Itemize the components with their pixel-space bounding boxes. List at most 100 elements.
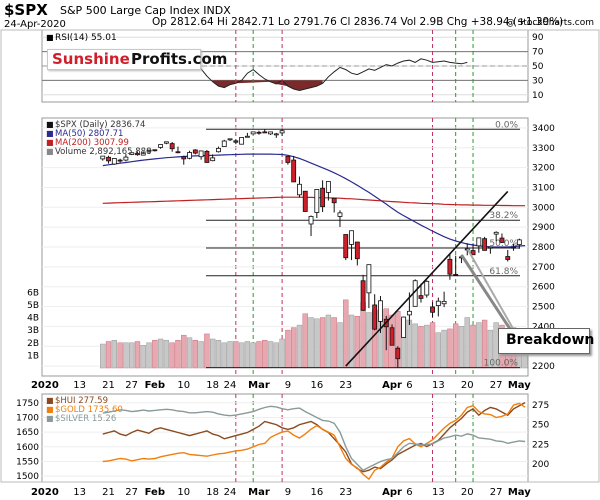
price-candle [244, 135, 250, 138]
volume-bar [169, 342, 175, 369]
price-candle [343, 234, 349, 259]
metals-x-tick-label: Mar [248, 487, 270, 498]
rsi-tick-label: 10 [532, 91, 544, 101]
price-candle [291, 159, 297, 183]
price-legend-entry: $SPX (Daily) 2836.74 [55, 120, 145, 130]
rsi-tick-label: 90 [532, 33, 544, 43]
volume-tick-label: 3B [27, 326, 39, 336]
price-candle [482, 238, 488, 251]
breakdown-callout: Breakdown [498, 328, 594, 354]
volume-bar [215, 339, 222, 369]
price-candle [435, 300, 441, 306]
metals-right-tick-label: 225 [532, 440, 549, 450]
price-candle [378, 300, 383, 322]
price-tick-label: 3400 [532, 124, 555, 134]
price-candle [163, 141, 169, 144]
price-candle [175, 151, 181, 154]
volume-bar [250, 342, 256, 369]
volume-bar [285, 329, 291, 369]
price-candle [233, 140, 239, 143]
price-candle [476, 237, 482, 247]
volume-bar [140, 345, 146, 369]
metals-x-tick-label: 16 [310, 487, 323, 498]
volume-bar [157, 338, 164, 369]
price-tick-label: 2600 [532, 283, 555, 293]
price-tick-label: 2700 [532, 263, 555, 273]
volume-bar [163, 339, 170, 369]
price-candle [117, 159, 123, 162]
volume-bar [412, 323, 418, 369]
metals-x-tick-label: 13 [73, 487, 86, 498]
price-candle [418, 295, 424, 299]
volume-tick-label: 6B [27, 288, 39, 298]
metals-x-tick-label: 27 [125, 487, 138, 498]
metals-x-tick-label: May [508, 487, 531, 498]
metals-x-tick-label: Feb [145, 487, 165, 498]
price-candle [302, 190, 308, 212]
volume-bar [123, 342, 129, 369]
metals-x-tick-label: 21 [102, 487, 115, 498]
brand-logo-part1: Sunshine [52, 50, 130, 68]
metals-right-tick-label: 275 [532, 401, 549, 411]
metals-x-tick-label: 24 [224, 487, 237, 498]
price-tick-label: 2800 [532, 243, 555, 253]
metals-legend-entry: $GOLD 1735.60 [55, 405, 123, 415]
volume-bar [221, 342, 227, 369]
price-tick-label: 2900 [532, 223, 555, 233]
metals-left-tick-label: 1500 [16, 472, 39, 482]
outer-frame [0, 29, 600, 483]
metals-left-tick-label: 1700 [16, 413, 39, 423]
metals-x-tick-label: 23 [339, 487, 352, 498]
price-candle [181, 156, 187, 160]
metals-x-tick-label: 10 [177, 487, 190, 498]
price-x-tick-label: 2020 [31, 380, 59, 391]
price-x-tick-label: 27 [490, 380, 503, 391]
breakdown-arrow [460, 254, 514, 333]
volume-bar [470, 324, 476, 369]
volume-bar [343, 299, 349, 369]
price-x-tick-label: 21 [102, 380, 115, 391]
volume-tick-label: 4B [27, 314, 39, 324]
volume-bar [175, 339, 181, 369]
price-candle [111, 158, 117, 165]
price-candle [152, 149, 158, 152]
volume-bar [134, 341, 141, 369]
metals-right-tick-label: 200 [532, 460, 549, 470]
price-x-tick-label: 18 [206, 380, 219, 391]
volume-bar [100, 343, 106, 369]
price-candle [268, 131, 273, 135]
price-x-tick-label: 23 [339, 380, 352, 391]
volume-bar [146, 342, 152, 369]
volume-bar [424, 324, 430, 369]
fib-level-label: 50.0% [489, 239, 518, 249]
price-candle [366, 264, 372, 294]
price-candle [331, 197, 337, 204]
price-candle [129, 152, 135, 155]
price-candle [198, 150, 204, 158]
price-candle [210, 157, 216, 162]
rsi-tick-label: 70 [532, 48, 544, 58]
price-candle [337, 212, 343, 217]
volume-bar [429, 322, 436, 369]
metals-legend-swatch: ■ [46, 414, 54, 423]
volume-bar [186, 337, 193, 369]
price-x-tick-label: 9 [285, 380, 291, 391]
volume-bar [262, 339, 268, 369]
price-candle [262, 131, 268, 134]
volume-bar [111, 339, 118, 369]
price-candle [320, 187, 326, 208]
stockcharts-credit: @ StockCharts.com [505, 18, 594, 28]
price-candle [256, 131, 262, 134]
rsi-legend: RSI(14) 55.01 [55, 33, 117, 43]
price-x-tick-label: 10 [177, 380, 190, 391]
price-candle [325, 181, 331, 193]
rsi-tick-label: 50 [532, 62, 544, 72]
volume-bar [128, 342, 135, 369]
volume-bar [406, 319, 413, 369]
price-candle [505, 256, 511, 260]
price-candle [135, 153, 140, 156]
metals-legend-swatch: ■ [46, 396, 54, 405]
price-candle [273, 133, 279, 136]
price-candle [297, 183, 302, 196]
ohlc-quote: Op 2812.64 Hi 2842.71 Lo 2791.76 Cl 2836… [152, 16, 564, 28]
